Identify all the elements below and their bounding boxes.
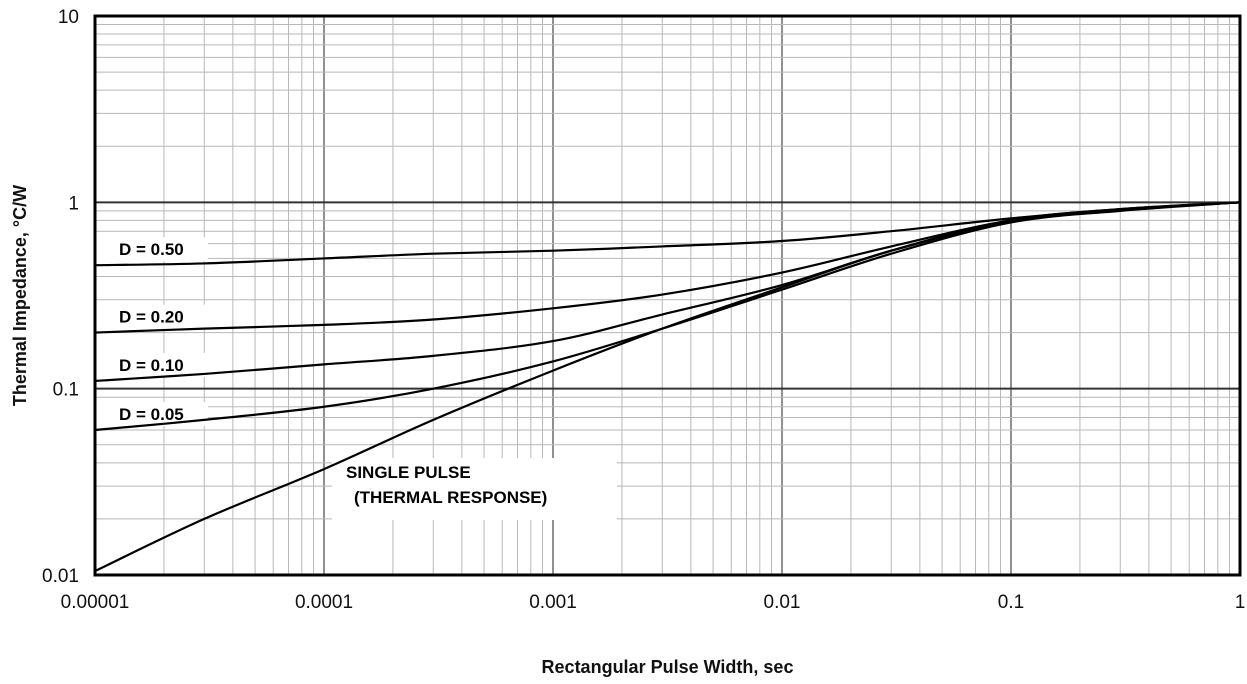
series-line-2 [94, 201, 1241, 383]
annotation-label: SINGLE PULSE [346, 463, 471, 482]
annotation-background [96, 304, 208, 329]
x-axis-title: Rectangular Pulse Width, sec [542, 657, 794, 677]
y-axis-title: Thermal Impedance, °C/W [10, 185, 30, 406]
annotation-label: D = 0.05 [119, 405, 184, 424]
tick-labels: 0.00001 0.0001 0.001 0.01 0.1 1 0.01 0.1 1 10 [42, 7, 1245, 613]
annotation-label: (THERMAL RESPONSE) [354, 488, 547, 507]
curve-annotations: D = 0.50 D = 0.20 D = 0.10 D = 0.05 SINGLE P… [119, 240, 547, 507]
series-line-3 [94, 201, 1241, 432]
x-tick-label: 0.0001 [295, 592, 353, 613]
series-line-4 [94, 201, 1241, 573]
x-tick-label: 1 [1235, 592, 1246, 613]
series-line-0 [94, 201, 1241, 267]
y-tick-label: 1 [68, 193, 79, 214]
annotation-background [332, 458, 617, 520]
annotation-label: D = 0.50 [119, 240, 184, 259]
label-backgrounds [96, 237, 617, 520]
y-tick-label: 0.01 [42, 566, 79, 587]
grid [94, 16, 1240, 576]
y-tick-label: 0.1 [53, 380, 79, 401]
y-tick-label: 10 [58, 7, 79, 28]
annotation-background [96, 352, 208, 377]
x-tick-label: 0.00001 [61, 592, 130, 613]
annotation-label: D = 0.10 [119, 356, 184, 375]
plot-frame [93, 14, 1242, 577]
annotation-label: D = 0.20 [119, 308, 184, 327]
annotation-background [96, 237, 208, 262]
curves [94, 201, 1241, 573]
x-tick-label: 0.1 [998, 592, 1024, 613]
x-tick-label: 0.001 [529, 592, 577, 613]
x-tick-label: 0.01 [764, 592, 801, 613]
